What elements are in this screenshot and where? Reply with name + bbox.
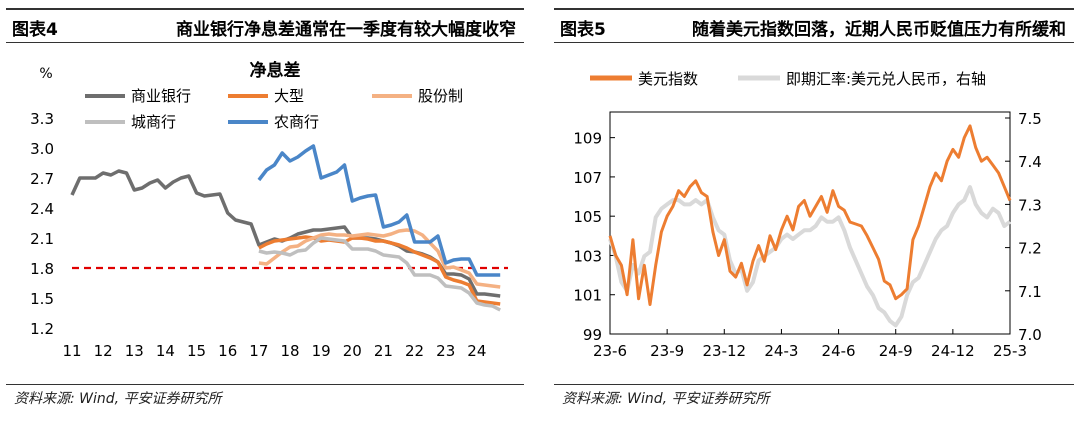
x-tick-label: 23-9 (650, 342, 684, 360)
y-tick-label: 2.4 (30, 200, 54, 218)
x-tick-label: 19 (312, 342, 331, 360)
legend-label: 即期汇率:美元兑人民币，右轴 (786, 70, 986, 88)
y-left-tick-label: 105 (573, 208, 602, 226)
y-right-tick-label: 7.1 (1018, 283, 1042, 301)
y-left-tick-label: 103 (573, 247, 602, 265)
legend-label: 美元指数 (638, 70, 698, 88)
x-tick-label: 18 (280, 342, 299, 360)
x-tick-label: 11 (62, 342, 81, 360)
x-tick-label: 24 (467, 342, 486, 360)
figure-4-panel: 图表4 商业银行净息差通常在一季度有较大幅度收窄 % 净息差 3.3 3.0 2.7 2.… (0, 0, 530, 424)
series-line (257, 144, 501, 277)
figure-5-source-rule (554, 384, 1074, 385)
y-axis-unit: % (39, 66, 52, 82)
x-tick-label: 25-3 (993, 342, 1027, 360)
figure-5-number: 图表5 (560, 20, 606, 40)
y-right-tick-label: 7.5 (1018, 110, 1042, 128)
usd-index-cny-chart: 109 107 105 103 101 99 7.5 7.4 7.3 7.2 7.1 7.0 23-6 2… (573, 70, 1042, 360)
y-left-tick-label: 101 (573, 287, 602, 305)
series-line (608, 185, 1012, 328)
x-tick-label: 17 (249, 342, 268, 360)
figure-4-number: 图表4 (12, 20, 58, 40)
figure-5-header-rule (554, 42, 1074, 43)
x-tick-label: 24-12 (931, 342, 975, 360)
legend-label: 商业银行 (131, 87, 191, 105)
x-tick-label: 24-3 (764, 342, 798, 360)
legend-label: 股份制 (418, 87, 463, 105)
y-left-tick-label: 109 (573, 130, 602, 148)
chart-title: 净息差 (250, 60, 301, 81)
x-tick-label: 22 (405, 342, 424, 360)
y-right-tick-label: 7.4 (1018, 153, 1042, 171)
legend-label: 农商行 (274, 113, 319, 131)
y-tick-label: 2.7 (30, 170, 54, 188)
legend-label: 城商行 (131, 113, 176, 131)
x-tick-label: 15 (187, 342, 206, 360)
figure-5-panel: 图表5 随着美元指数回落，近期人民币贬值压力有所缓和 109 107 105 103 1… (548, 0, 1080, 424)
y-tick-label: 1.8 (30, 260, 54, 278)
series-line (608, 124, 1012, 306)
x-tick-label: 16 (218, 342, 237, 360)
x-tick-label: 21 (374, 342, 393, 360)
y-tick-label: 1.2 (30, 320, 54, 338)
figure-4-title: 商业银行净息差通常在一季度有较大幅度收窄 (176, 20, 516, 40)
figure-5-source: 资料来源: Wind, 平安证券研究所 (562, 391, 770, 407)
y-tick-label: 3.3 (30, 110, 54, 128)
x-tick-label: 23-12 (702, 342, 746, 360)
y-tick-label: 3.0 (30, 140, 54, 158)
x-tick-label: 20 (343, 342, 362, 360)
x-tick-label: 24-9 (879, 342, 913, 360)
series-line (258, 236, 501, 312)
legend-label: 大型 (274, 87, 304, 105)
series-line (258, 228, 501, 289)
y-right-tick-label: 7.3 (1018, 196, 1042, 214)
x-tick-label: 23 (436, 342, 455, 360)
x-tick-label: 13 (125, 342, 144, 360)
figure-4-header-rule (6, 42, 524, 43)
x-tick-label: 14 (156, 342, 175, 360)
y-right-tick-label: 7.0 (1018, 326, 1042, 344)
y-left-tick-label: 107 (573, 169, 602, 187)
figure-4-source: 资料来源: Wind, 平安证券研究所 (14, 391, 222, 407)
y-right-tick-label: 7.2 (1018, 240, 1042, 258)
figure-5-title: 随着美元指数回落，近期人民币贬值压力有所缓和 (692, 20, 1066, 40)
y-tick-label: 1.5 (30, 290, 54, 308)
y-tick-label: 2.1 (30, 230, 54, 248)
series-line (258, 235, 501, 306)
figure-4-source-rule (6, 384, 524, 385)
x-tick-label: 24-6 (822, 342, 856, 360)
x-tick-label: 12 (94, 342, 113, 360)
x-tick-label: 23-6 (593, 342, 627, 360)
net-interest-margin-chart: % 净息差 3.3 3.0 2.7 2.4 2.1 1.8 1.5 1.2 11 12 13 14 15 16… (30, 60, 508, 360)
figure-5-header: 图表5 随着美元指数回落，近期人民币贬值压力有所缓和 (554, 8, 1074, 44)
y-left-tick-label: 99 (583, 326, 602, 344)
figure-4-header: 图表4 商业银行净息差通常在一季度有较大幅度收窄 (6, 8, 524, 44)
